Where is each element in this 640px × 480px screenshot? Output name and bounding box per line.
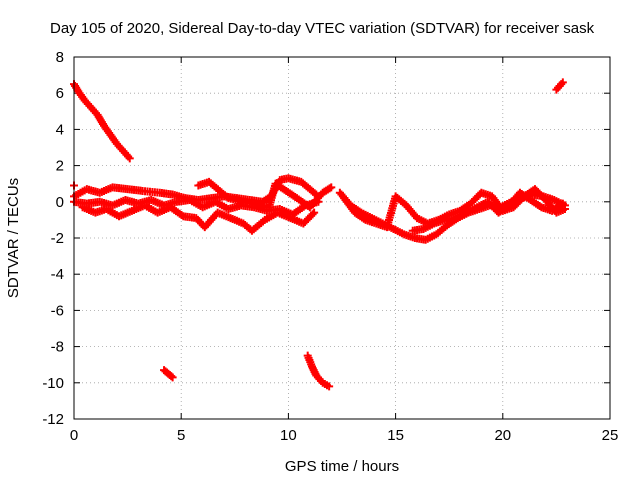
plot-frame: [73, 56, 611, 420]
grid-lines: [74, 57, 610, 419]
data-point: [558, 78, 567, 87]
data-point: [325, 382, 334, 391]
y-tick-label: -2: [51, 230, 64, 247]
series-band-3: [78, 201, 319, 235]
chart-title: Day 105 of 2020, Sidereal Day-to-day VTE…: [50, 20, 595, 37]
data-points: [70, 78, 569, 391]
series-arc-low-b: [303, 351, 334, 391]
y-tick-label: -12: [42, 411, 64, 428]
data-point: [168, 373, 177, 382]
y-tick-label: -10: [42, 375, 64, 392]
series-arc-late: [552, 78, 567, 94]
y-axis-label: SDTVAR / TECUs: [5, 178, 22, 298]
y-tick-label: 8: [56, 49, 64, 66]
data-point: [167, 372, 176, 381]
y-tick-label: 6: [56, 85, 64, 102]
x-axis-label: GPS time / hours: [285, 458, 399, 475]
y-tick-label: 2: [56, 158, 64, 175]
x-axis-ticks: 0 5 10 15 20 25: [70, 57, 619, 444]
series-arc-high-decline: [70, 80, 134, 163]
y-tick-label: 4: [56, 121, 64, 138]
data-point: [125, 154, 134, 163]
data-point: [327, 183, 336, 192]
x-tick-label: 20: [494, 427, 511, 444]
x-tick-label: 15: [387, 427, 404, 444]
y-axis-ticks: -12 -10 -8 -6 -4 -2 0 2 4 6 8: [42, 49, 610, 428]
y-tick-label: 0: [56, 194, 64, 211]
x-tick-label: 5: [177, 427, 185, 444]
x-tick-label: 0: [70, 427, 78, 444]
series-band-4: [194, 177, 336, 212]
series-arc-low-a: [160, 366, 177, 382]
data-point: [310, 189, 319, 198]
data-point: [558, 199, 567, 208]
series-band-7: [408, 188, 567, 235]
data-point: [308, 210, 317, 219]
x-tick-label: 25: [602, 427, 619, 444]
y-tick-label: -4: [51, 266, 64, 283]
y-tick-label: -6: [51, 302, 64, 319]
x-tick-label: 10: [280, 427, 297, 444]
y-tick-label: -8: [51, 339, 64, 356]
data-point: [560, 205, 569, 214]
series-band-5: [335, 188, 569, 244]
data-point: [310, 208, 319, 217]
